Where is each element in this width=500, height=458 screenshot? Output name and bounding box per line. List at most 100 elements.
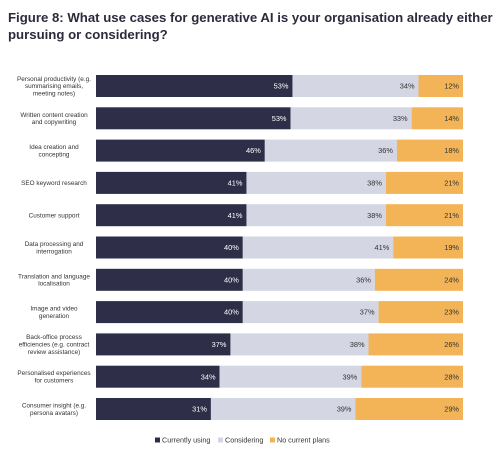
data-label: 39% [337, 405, 352, 414]
bar-row: 40% 41% 19% [96, 236, 463, 259]
category-label-line: persona avatars) [30, 410, 78, 417]
category-label-line: Consumer insight (e.g. [22, 403, 87, 410]
data-label: 23% [444, 308, 459, 317]
bar-row: 37% 38% 26% [96, 333, 463, 356]
bar-segment-considering [210, 398, 356, 420]
bar-row: 41% 38% 21% [96, 171, 463, 194]
data-label: 12% [444, 82, 459, 91]
data-label: 41% [228, 179, 243, 188]
bar-segment-considering [219, 365, 362, 388]
bar-segment-no-current-plans [385, 204, 463, 227]
bar-segment-considering [264, 139, 397, 162]
bar-segment-no-current-plans [374, 268, 463, 291]
bar-row: 40% 36% 24% [96, 268, 463, 291]
data-label: 26% [444, 340, 459, 349]
legend-label: Considering [225, 436, 263, 445]
data-label: 14% [444, 114, 459, 123]
data-label: 38% [350, 340, 365, 349]
data-label: 46% [246, 146, 261, 155]
data-label: 34% [400, 82, 415, 91]
category-label-line: Idea creation and [29, 144, 79, 151]
category-label-line: review assistance) [28, 349, 81, 356]
category-label-line: efficiencies (e.g. contract [19, 342, 90, 349]
category-label-line: Written content creation [20, 112, 88, 119]
bar-segment-no-current-plans [396, 139, 463, 162]
legend-swatch [218, 437, 223, 443]
legend: Currently using Considering No current pla… [155, 436, 330, 445]
bar-segment-considering [242, 236, 394, 259]
data-label: 53% [274, 82, 289, 91]
data-label: 36% [356, 275, 371, 284]
legend-item: No current plans [270, 436, 330, 445]
category-label-line: Customer support [29, 212, 80, 219]
category-label-line: Personalised experiences [17, 370, 90, 377]
bar-row: 40% 37% 23% [96, 301, 463, 324]
category-label-line: summarising emails, [25, 83, 83, 90]
data-label: 21% [444, 179, 459, 188]
bar-segment-no-current-plans [411, 107, 463, 130]
bar-segment-currently-using [96, 171, 247, 194]
bar-segment-currently-using [96, 333, 231, 356]
bars: 53% 34% 12% 53% 33% 14% 46% 36% 18% 41% 38% 21% 41% 3… [96, 75, 463, 420]
category-label: Customer support [29, 212, 80, 219]
data-label: 29% [444, 405, 459, 414]
category-label-line: Translation and language [18, 273, 90, 280]
bar-segment-currently-using [96, 204, 247, 227]
bar-segment-considering [242, 301, 379, 324]
bar-segment-currently-using [96, 301, 243, 324]
chart-title: Figure 8: What use cases for generative … [8, 10, 493, 42]
bar-segment-no-current-plans [361, 365, 463, 388]
data-label: 18% [444, 146, 459, 155]
bar-segment-considering [230, 333, 369, 356]
bar-segment-considering [246, 204, 386, 227]
data-label: 38% [367, 211, 382, 220]
data-label: 41% [228, 211, 243, 220]
data-label: 31% [192, 405, 207, 414]
bar-row: 53% 34% 12% [96, 75, 463, 97]
data-label: 21% [444, 211, 459, 220]
data-label: 37% [360, 308, 375, 317]
chart-title-line: pursuing or considering? [8, 27, 168, 42]
category-label-line: Data processing and [25, 241, 84, 248]
bar-row: 41% 38% 21% [96, 204, 463, 227]
data-label: 28% [444, 372, 459, 381]
data-label: 36% [378, 146, 393, 155]
legend-item: Currently using [155, 436, 210, 445]
legend-label: No current plans [277, 436, 330, 445]
bar-row: 53% 33% 14% [96, 107, 463, 130]
bar-segment-no-current-plans [355, 398, 463, 420]
data-label: 37% [212, 340, 227, 349]
legend-swatch [270, 437, 275, 443]
category-label-line: interrogation [36, 248, 72, 255]
category-label: Personal productivity (e.g.summarising e… [17, 76, 91, 98]
category-labels: Personal productivity (e.g.summarising e… [17, 76, 91, 417]
data-label: 53% [272, 114, 287, 123]
bar-row: 46% 36% 18% [96, 139, 463, 162]
bar-segment-currently-using [96, 139, 265, 162]
data-label: 33% [393, 114, 408, 123]
category-label-line: localisation [38, 281, 70, 288]
category-label-line: generation [39, 313, 70, 320]
data-label: 40% [224, 275, 239, 284]
bar-segment-currently-using [96, 268, 243, 291]
bar-segment-currently-using [96, 236, 243, 259]
legend-swatch [155, 437, 160, 443]
bar-row: 31% 39% 29% [96, 398, 463, 420]
bar-segment-no-current-plans [368, 333, 463, 356]
bar-segment-no-current-plans [378, 301, 463, 324]
bar-segment-currently-using [96, 107, 291, 130]
bar-segment-no-current-plans [393, 236, 463, 259]
category-label-line: SEO keyword research [21, 180, 87, 187]
legend-label: Currently using [162, 436, 210, 445]
category-label-line: Image and video [30, 306, 78, 313]
category-label: Consumer insight (e.g.persona avatars) [22, 403, 87, 417]
data-label: 39% [342, 372, 357, 381]
